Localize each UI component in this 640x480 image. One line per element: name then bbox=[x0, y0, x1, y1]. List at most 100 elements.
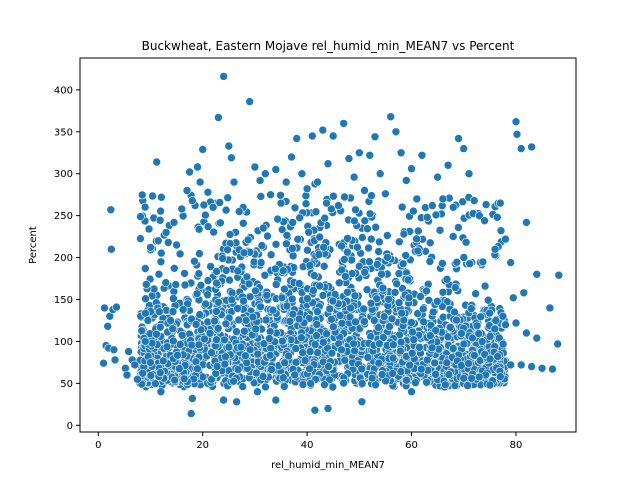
data-point bbox=[340, 355, 350, 365]
data-point bbox=[221, 352, 230, 362]
data-point bbox=[303, 245, 312, 255]
data-point bbox=[305, 261, 315, 270]
data-point bbox=[265, 350, 275, 360]
data-point bbox=[339, 378, 348, 388]
data-point bbox=[443, 161, 453, 170]
data-point bbox=[310, 340, 320, 349]
data-point bbox=[194, 269, 204, 278]
data-point bbox=[298, 348, 308, 358]
data-point bbox=[337, 318, 347, 328]
data-point bbox=[201, 210, 210, 220]
data-point bbox=[448, 232, 458, 241]
data-point bbox=[200, 334, 209, 344]
data-point bbox=[277, 293, 287, 303]
data-point bbox=[407, 318, 416, 327]
data-point bbox=[156, 206, 165, 216]
data-point bbox=[424, 295, 434, 305]
data-point bbox=[512, 130, 522, 139]
data-point bbox=[312, 331, 321, 340]
data-point bbox=[278, 266, 288, 276]
data-point bbox=[346, 303, 355, 313]
data-point bbox=[276, 191, 285, 200]
data-point bbox=[357, 379, 367, 388]
data-point bbox=[485, 332, 495, 341]
data-point bbox=[239, 248, 249, 258]
data-point bbox=[155, 216, 165, 225]
data-point bbox=[282, 301, 292, 311]
data-point bbox=[432, 297, 442, 306]
data-point bbox=[318, 291, 328, 300]
data-point bbox=[365, 209, 375, 219]
data-point bbox=[256, 302, 265, 312]
data-point bbox=[522, 218, 531, 227]
data-point bbox=[476, 312, 486, 322]
data-point bbox=[199, 200, 209, 210]
data-point bbox=[178, 305, 188, 314]
data-point bbox=[372, 294, 382, 304]
data-point bbox=[234, 315, 244, 325]
data-point bbox=[205, 328, 215, 338]
data-point bbox=[241, 351, 250, 361]
data-point bbox=[420, 203, 430, 212]
data-point bbox=[334, 201, 343, 210]
data-point bbox=[339, 119, 349, 128]
data-point bbox=[490, 324, 500, 334]
y-axis-label: Percent bbox=[28, 226, 39, 264]
data-point bbox=[279, 382, 289, 391]
y-tick-label: 300 bbox=[54, 169, 73, 180]
data-point bbox=[245, 345, 255, 355]
data-point bbox=[168, 324, 177, 334]
data-point bbox=[474, 372, 484, 382]
data-point bbox=[354, 148, 364, 158]
data-point bbox=[416, 364, 426, 374]
data-point bbox=[469, 196, 479, 205]
data-point bbox=[305, 364, 314, 374]
data-point bbox=[422, 377, 431, 387]
data-point bbox=[99, 358, 108, 368]
data-point bbox=[221, 319, 231, 329]
data-point bbox=[384, 294, 393, 304]
data-point bbox=[141, 308, 150, 318]
data-point bbox=[511, 318, 521, 328]
data-point bbox=[288, 251, 298, 261]
data-point bbox=[293, 235, 303, 244]
data-point bbox=[459, 373, 469, 383]
y-tick-label: 400 bbox=[54, 85, 73, 96]
data-point bbox=[239, 219, 248, 228]
data-point bbox=[485, 380, 495, 390]
y-tick-label: 350 bbox=[54, 127, 73, 138]
data-point bbox=[407, 387, 416, 397]
data-point bbox=[313, 177, 322, 187]
data-point bbox=[263, 231, 272, 241]
data-point bbox=[287, 294, 297, 304]
data-point bbox=[360, 186, 369, 195]
data-point bbox=[516, 360, 526, 370]
data-point bbox=[193, 162, 202, 172]
data-point bbox=[318, 125, 328, 135]
data-point bbox=[193, 364, 202, 374]
data-point bbox=[133, 374, 142, 384]
data-point bbox=[532, 269, 542, 279]
data-point bbox=[146, 358, 155, 367]
data-point bbox=[251, 368, 261, 378]
data-point bbox=[238, 382, 247, 391]
data-point bbox=[266, 190, 275, 199]
data-point bbox=[485, 354, 495, 364]
data-point bbox=[435, 226, 445, 235]
data-point bbox=[475, 211, 484, 220]
data-point bbox=[441, 380, 450, 390]
data-point bbox=[403, 275, 413, 285]
data-point bbox=[250, 162, 260, 172]
data-point bbox=[329, 191, 338, 201]
data-point bbox=[501, 320, 510, 330]
data-point bbox=[282, 231, 292, 240]
data-point bbox=[266, 250, 276, 259]
data-point bbox=[327, 314, 336, 324]
data-point bbox=[391, 127, 401, 137]
data-point bbox=[232, 397, 241, 407]
data-point bbox=[328, 131, 338, 141]
data-point bbox=[262, 290, 272, 300]
data-point bbox=[493, 352, 503, 361]
data-point bbox=[396, 367, 406, 376]
data-point bbox=[477, 337, 487, 346]
